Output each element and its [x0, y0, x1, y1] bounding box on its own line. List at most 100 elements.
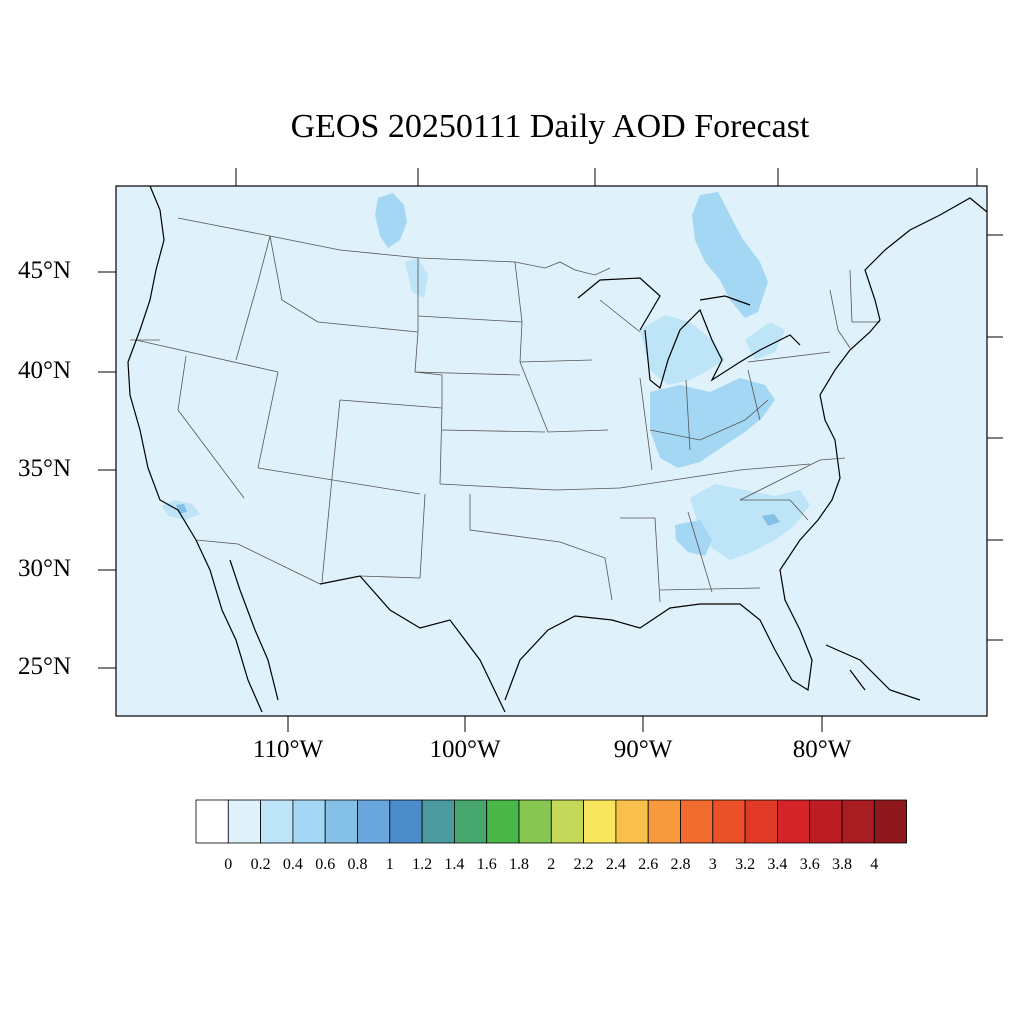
- mt-wy-border: [317, 321, 419, 333]
- in-oh-border: [685, 379, 691, 451]
- great-lakes: [577, 277, 801, 390]
- colorbar-box: [486, 799, 520, 844]
- ms-al-border: [620, 517, 661, 603]
- colorbar-tick-label: 3.4: [767, 856, 788, 873]
- aod-plume-montana: [375, 193, 407, 248]
- ne-ks-border: [441, 429, 546, 433]
- colorbar-tick-label: 0: [224, 856, 233, 873]
- colorbar-box: [324, 799, 358, 844]
- lon-label-110: 110°W: [252, 736, 324, 763]
- lat-label-45: 45°N: [18, 257, 72, 284]
- colorbar-box: [744, 799, 778, 844]
- colorbar-tick-label: 1: [385, 856, 394, 873]
- coastlines: [127, 185, 988, 713]
- aod-plume-great-lakes-north: [692, 192, 768, 318]
- il-in-border: [639, 377, 653, 471]
- ar-la-border: [559, 541, 613, 601]
- cuba-bahamas: [825, 644, 921, 701]
- state-boundaries: [130, 217, 880, 603]
- colorbar-tick-label: 2.2: [573, 856, 594, 873]
- co-ks-border: [439, 407, 443, 485]
- va-nc-border: [739, 457, 846, 501]
- lat-label-25: 25°N: [18, 653, 72, 680]
- mi-wi-border: [599, 299, 641, 333]
- lon-label-90: 90°W: [613, 736, 673, 763]
- colorbar-box: [357, 799, 391, 844]
- colorbar-tick-label: 0.6: [315, 856, 336, 873]
- colorbar-box: [841, 799, 875, 844]
- aod-plume-northeast: [745, 322, 785, 360]
- id-mt-border: [269, 235, 319, 323]
- lon-label-80: 80°W: [792, 736, 852, 763]
- ok-tx-border: [469, 494, 561, 543]
- nd-sd-border: [417, 315, 523, 323]
- colorbar-box: [260, 799, 294, 844]
- canada-border: [177, 217, 611, 276]
- wy-ut-co-border: [339, 399, 443, 409]
- baja-gulf-coast: [229, 559, 279, 701]
- colorbar-tick-label: 1.6: [476, 856, 497, 873]
- colorbar-box: [647, 799, 681, 844]
- aod-plume-ohio-valley: [650, 378, 775, 468]
- new-england-interior: [849, 269, 880, 323]
- colorbar-box: [583, 799, 617, 844]
- colorbar-tick-label: 3.8: [832, 856, 852, 873]
- colorbar-tick-label: 0.8: [347, 856, 368, 873]
- ut-co-border: [331, 399, 341, 479]
- ky-oh-border: [649, 399, 769, 441]
- tn-ky-border: [619, 463, 811, 489]
- colorbar-box: [680, 799, 714, 844]
- aod-plume-alabama: [675, 520, 712, 556]
- mo-ar-border: [554, 487, 621, 491]
- mn-ia-border: [519, 359, 593, 363]
- colorbar-box: [615, 799, 649, 844]
- lat-label-30: 30°N: [18, 555, 72, 582]
- colorbar-tick-label: 2.6: [638, 856, 659, 873]
- colorbar-tick-label: 3.6: [799, 856, 820, 873]
- colorbar-box: [227, 799, 262, 844]
- colorbar-tick-label: 1.8: [509, 856, 529, 873]
- colorbar-tick-label: 3.2: [735, 856, 756, 873]
- colorbar-box: [873, 799, 907, 844]
- al-ga-border: [687, 511, 713, 593]
- aod-plumes: [162, 192, 810, 560]
- colorbar-tick-label: 0.2: [250, 856, 271, 873]
- aod-plume-southeast: [690, 484, 810, 560]
- nc-sc-border: [740, 499, 809, 521]
- map-title: GEOS 20250111 Daily AOD Forecast: [290, 108, 810, 145]
- wa-id-border: [257, 235, 271, 283]
- ut-az-border: [257, 467, 421, 495]
- lat-label-40: 40°N: [18, 357, 72, 384]
- wy-ne-border: [414, 331, 443, 408]
- colorbar-box: [292, 799, 326, 844]
- aod-plume-michigan: [640, 315, 725, 385]
- west-coast: [127, 185, 263, 713]
- colorbar-box: [518, 799, 552, 844]
- aod-plume-dakotas: [405, 258, 428, 298]
- axis-ticks: [98, 168, 1003, 732]
- colorbar-box: [389, 799, 423, 844]
- lat-label-35: 35°N: [18, 455, 72, 482]
- ia-mo-border: [519, 361, 609, 433]
- nv-ut-border: [257, 371, 279, 469]
- oh-pa-border: [747, 369, 761, 421]
- nm-tx-border: [359, 493, 426, 579]
- colorbar-tick-label: 2.4: [605, 856, 626, 873]
- dakotas-mn-border: [514, 261, 523, 363]
- ga-fl-border: [659, 587, 761, 591]
- az-nm-border: [321, 477, 333, 583]
- colorbar-tick-label: 1.4: [444, 856, 465, 873]
- colorbar-box: [777, 799, 811, 844]
- ca-nv-border: [177, 355, 245, 499]
- lon-label-100: 100°W: [429, 736, 501, 763]
- colorbar-box: [421, 799, 455, 844]
- colorbar-tick-label: 3: [708, 856, 717, 873]
- or-id-border: [235, 281, 259, 361]
- az-mex-border: [195, 539, 321, 585]
- colorbar-box: [712, 799, 746, 844]
- colorbar-tick-label: 0.4: [282, 856, 303, 873]
- ks-ok-border: [439, 483, 556, 491]
- colorbar-box: [550, 799, 584, 844]
